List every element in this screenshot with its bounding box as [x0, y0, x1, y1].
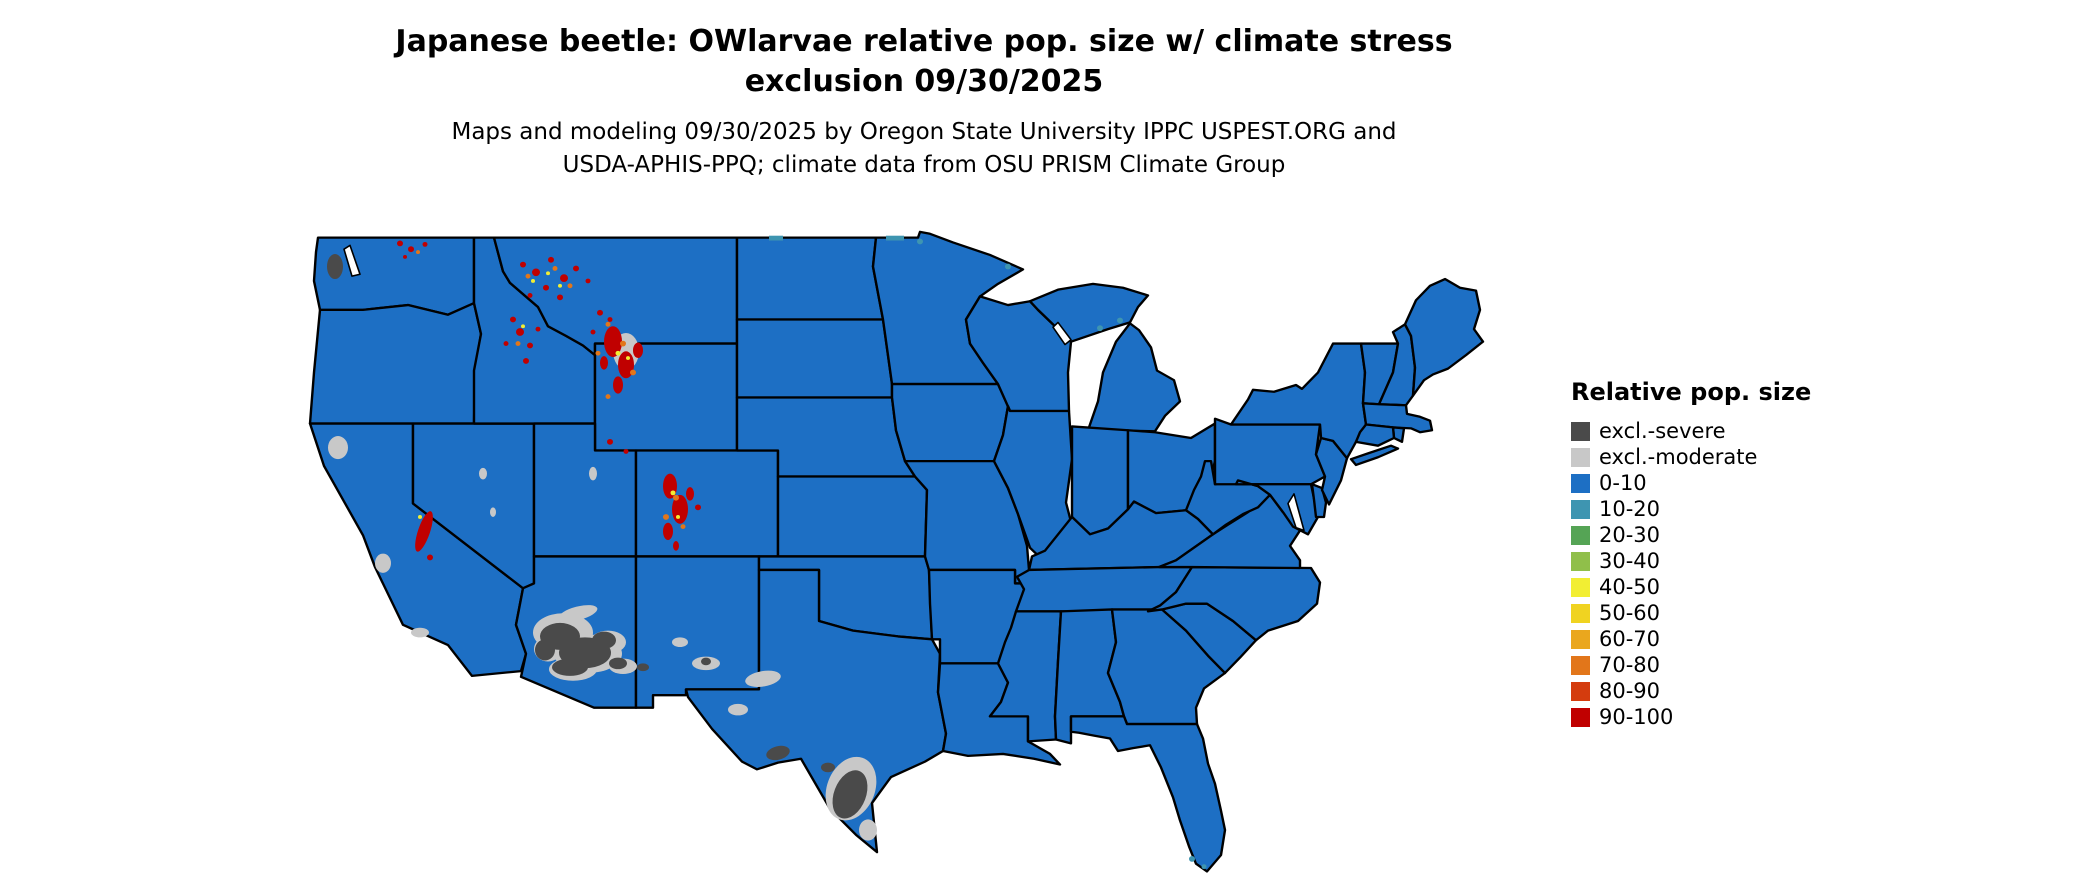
legend-swatch-20-30 — [1571, 525, 1590, 545]
legend-swatch-70-80 — [1571, 655, 1590, 675]
legend-item: 40-50 — [1571, 574, 1811, 600]
map-water-notches — [343, 244, 1305, 532]
state-texas — [684, 568, 948, 854]
legend-item: 80-90 — [1571, 678, 1811, 704]
map-population-specks-layer — [397, 235, 1207, 870]
legend-item: 60-70 — [1571, 626, 1811, 652]
state-connecticut — [1354, 423, 1396, 447]
legend-item: excl.-moderate — [1571, 444, 1811, 470]
legend: Relative pop. size excl.-severe excl.-mo… — [1571, 378, 1811, 730]
chesapeake-bay-notch — [1287, 493, 1305, 532]
map-title-line2: exclusion 09/30/2025 — [744, 64, 1104, 99]
legend-item: 90-100 — [1571, 704, 1811, 730]
legend-label: excl.-moderate — [1599, 445, 1758, 469]
legend-swatch-90-100 — [1571, 707, 1590, 727]
legend-swatch-0-10 — [1571, 473, 1590, 493]
legend-title: Relative pop. size — [1571, 378, 1812, 406]
state-maine — [1403, 277, 1485, 397]
legend-item: 30-40 — [1571, 548, 1811, 574]
legend-item: 70-80 — [1571, 652, 1811, 678]
legend-label: 0-10 — [1599, 471, 1647, 495]
legend-item: 0-10 — [1571, 470, 1811, 496]
legend-swatch-excl-severe — [1571, 421, 1590, 441]
map-states — [308, 230, 1485, 873]
legend-swatch-40-50 — [1571, 577, 1590, 597]
legend-label: 60-70 — [1599, 627, 1661, 651]
legend-label: excl.-severe — [1599, 419, 1726, 443]
legend-label: 70-80 — [1599, 653, 1661, 677]
state-michigan-lower — [1086, 322, 1182, 433]
legend-swatch-60-70 — [1571, 629, 1590, 649]
state-pennsylvania — [1213, 417, 1327, 486]
map-subtitle-line1: Maps and modeling 09/30/2025 by Oregon S… — [451, 119, 1397, 145]
state-oregon — [308, 301, 483, 425]
legend-swatch-50-60 — [1571, 603, 1590, 623]
state-colorado — [634, 449, 780, 558]
long-island — [1349, 444, 1400, 467]
legend-label: 10-20 — [1599, 497, 1661, 521]
state-iowa — [890, 382, 1010, 463]
legend-item: 10-20 — [1571, 496, 1811, 522]
legend-label: 90-100 — [1599, 705, 1674, 729]
legend-item: 50-60 — [1571, 600, 1811, 626]
map-subtitle-line2: USDA-APHIS-PPQ; climate data from OSU PR… — [562, 152, 1286, 178]
legend-label: 40-50 — [1599, 575, 1661, 599]
legend-label: 50-60 — [1599, 601, 1661, 625]
legend-label: 80-90 — [1599, 679, 1661, 703]
puget-sound-notch — [343, 244, 361, 277]
legend-swatch-80-90 — [1571, 681, 1590, 701]
map-title-line1: Japanese beetle: OWlarvae relative pop. … — [395, 24, 1453, 59]
state-south-dakota — [735, 318, 894, 399]
legend-item: excl.-severe — [1571, 418, 1811, 444]
legend-swatch-30-40 — [1571, 551, 1590, 571]
green-bay-notch — [1052, 321, 1072, 346]
legend-swatch-excl-moderate — [1571, 447, 1590, 467]
state-north-carolina — [1146, 565, 1322, 642]
state-north-dakota — [735, 236, 885, 321]
us-map — [308, 230, 1485, 873]
map-exclusion-severe-layer — [327, 254, 868, 819]
subtitle-block: Maps and modeling 09/30/2025 by Oregon S… — [0, 116, 1848, 182]
legend-swatch-10-20 — [1571, 499, 1590, 519]
legend-label: 20-30 — [1599, 523, 1661, 547]
title-block: Japanese beetle: OWlarvae relative pop. … — [0, 22, 1848, 182]
legend-label: 30-40 — [1599, 549, 1661, 573]
state-kansas — [776, 475, 929, 558]
us-map-container — [308, 228, 1528, 883]
state-florida — [1069, 715, 1227, 873]
state-new-mexico — [634, 555, 761, 709]
legend-item: 20-30 — [1571, 522, 1811, 548]
